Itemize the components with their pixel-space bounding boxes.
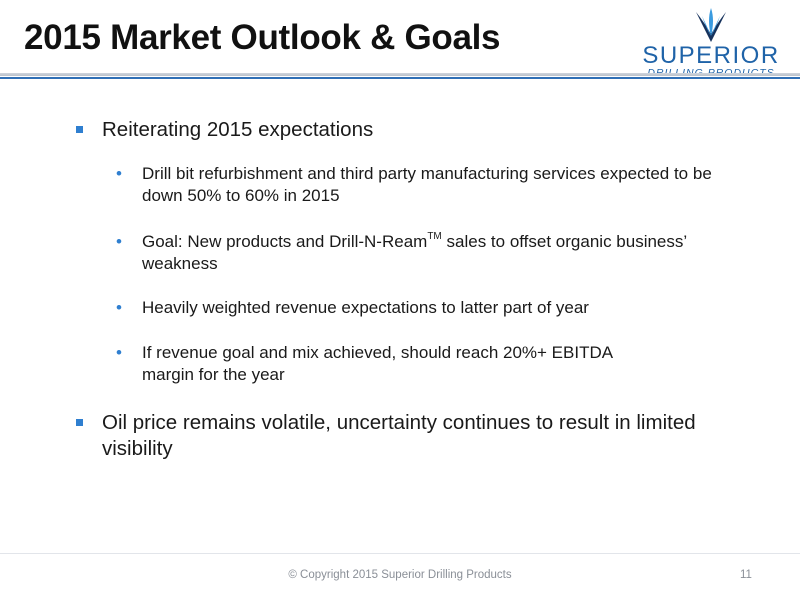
square-bullet-icon: [76, 126, 83, 133]
sub-bullet-item: • Drill bit refurbishment and third part…: [116, 163, 742, 207]
header-divider-gray: [0, 73, 800, 76]
dot-bullet-icon: •: [116, 232, 122, 251]
sub-bullet-text-before: Goal: New products and Drill-N-Ream: [142, 232, 428, 251]
dot-bullet-icon: •: [116, 298, 122, 317]
page-number: 11: [740, 569, 752, 581]
bullet-text: Reiterating 2015 expectations: [102, 118, 374, 141]
logo-wordmark: SUPERIOR: [642, 42, 780, 69]
sub-bullet-item: • Goal: New products and Drill-N-ReamTM …: [116, 231, 742, 275]
trademark-superscript: TM: [427, 231, 442, 243]
dot-bullet-icon: •: [116, 164, 122, 183]
bullet-text: Oil price remains volatile, uncertainty …: [102, 411, 696, 460]
company-logo: SUPERIOR DRILLING PRODUCTS: [636, 6, 786, 79]
footer-divider: [0, 553, 800, 554]
sub-bullet-item: • Heavily weighted revenue expectations …: [116, 297, 742, 319]
dot-bullet-icon: •: [116, 343, 122, 362]
sub-bullet-text: If revenue goal and mix achieved, should…: [142, 343, 613, 384]
sub-bullet-text-after: sales to offset organic business’ weakne…: [142, 232, 687, 273]
square-bullet-icon: [76, 419, 83, 426]
sub-bullet-item: • If revenue goal and mix achieved, shou…: [116, 342, 662, 386]
sub-bullet-text: Drill bit refurbishment and third party …: [142, 164, 712, 205]
copyright-notice: © Copyright 2015 Superior Drilling Produ…: [288, 569, 512, 581]
bullet-item: Reiterating 2015 expectations: [76, 117, 762, 143]
drill-bit-logo-icon: [696, 8, 726, 42]
header-divider-blue: [0, 77, 800, 79]
bullet-item: Oil price remains volatile, uncertainty …: [76, 410, 762, 462]
slide-title: 2015 Market Outlook & Goals: [24, 18, 501, 57]
sub-bullet-text: Heavily weighted revenue expectations to…: [142, 298, 589, 317]
